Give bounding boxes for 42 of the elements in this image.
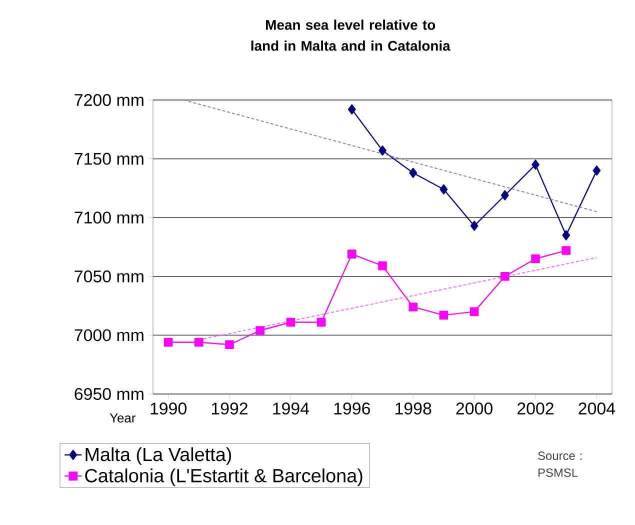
point [440, 184, 448, 194]
point [348, 104, 356, 115]
point [164, 338, 173, 347]
point [348, 250, 356, 258]
point [378, 145, 386, 156]
x-tick-label: 1998 [396, 402, 432, 415]
x-tick-label: 1994 [273, 402, 310, 415]
point [592, 165, 601, 176]
point [531, 254, 540, 264]
point [470, 220, 478, 231]
x-axis-title: Year [110, 414, 136, 423]
point [500, 190, 509, 200]
point [500, 272, 510, 281]
x-tick-label: 1990 [150, 402, 186, 415]
point [532, 160, 540, 170]
point [470, 307, 479, 316]
legend-label: Malta (La Valetta) [86, 447, 232, 465]
point [562, 230, 570, 240]
point [256, 326, 264, 335]
point [378, 261, 387, 270]
y-tick-label: 7000 mm [74, 329, 144, 342]
x-tick-label: 2004 [578, 402, 616, 415]
point [194, 338, 204, 347]
x-tick-label: 1996 [334, 402, 370, 415]
x-tick-label: 1992 [212, 402, 248, 415]
y-tick-label: 7050 mm [74, 270, 144, 282]
x-tick-label: 2002 [518, 402, 554, 415]
y-tick-label: 7100 mm [74, 212, 144, 224]
point [225, 340, 234, 350]
chart-title: Mean sea level relative to land in Malta and in Catalonia [251, 20, 450, 51]
y-tick-label: 7200 mm [74, 94, 144, 106]
point [409, 168, 418, 178]
point [286, 318, 296, 327]
legend-label: Catalonia (L'Estartit & Barcelona) [85, 468, 362, 486]
x-tick-label: 2000 [456, 402, 492, 415]
point [408, 302, 418, 312]
point [562, 246, 571, 255]
y-tick-label: 6950 mm [74, 388, 144, 400]
source-note: Source : PSMSL [538, 452, 582, 477]
point [439, 310, 448, 320]
point [316, 318, 326, 327]
y-tick-label: 7150 mm [74, 152, 144, 165]
